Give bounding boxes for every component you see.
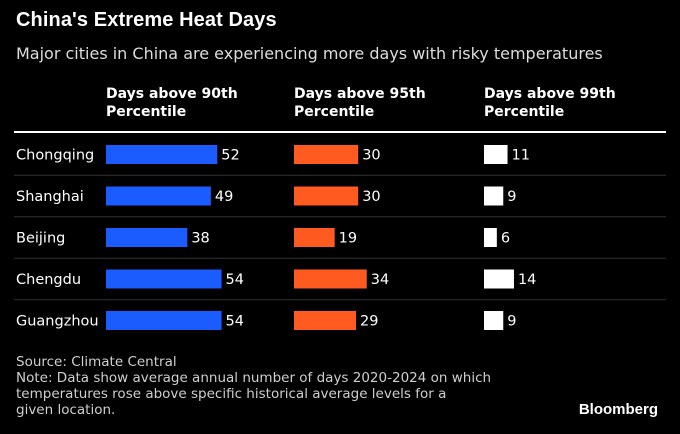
- data-label-99th-shanghai: 9: [507, 189, 516, 205]
- data-label-95th-beijing: 19: [339, 231, 357, 247]
- chart-footer: Source: Climate Central Note: Data show …: [16, 354, 496, 418]
- column-header-90th: Days above 90th Percentile: [106, 86, 238, 120]
- methodology-note-line-3: given location.: [16, 402, 116, 418]
- source-note: Source: Climate Central: [16, 354, 177, 370]
- bar-90th-chongqing: [106, 145, 218, 164]
- bar-90th-guangzhou: [106, 311, 222, 330]
- data-label-90th-beijing: 38: [191, 231, 209, 247]
- data-label-95th-chengdu: 34: [371, 272, 389, 288]
- bar-95th-shanghai: [294, 186, 359, 206]
- data-label-95th-shanghai: 30: [362, 189, 380, 205]
- bar-99th-chongqing: [484, 145, 508, 164]
- bar-99th-guangzhou: [484, 311, 504, 330]
- data-label-99th-chengdu: 14: [518, 272, 536, 288]
- bar-99th-beijing: [484, 228, 497, 247]
- bar-95th-guangzhou: [294, 311, 357, 330]
- data-label-90th-chongqing: 52: [221, 148, 239, 164]
- category-label-shanghai: Shanghai: [16, 189, 84, 205]
- data-label-90th-guangzhou: 54: [226, 314, 244, 330]
- data-label-99th-guangzhou: 9: [507, 314, 516, 330]
- data-label-95th-chongqing: 30: [362, 148, 380, 164]
- bar-chart: Chongqing 52 30 11 Shanghai 49 30 9 Beijing 38 19 6…: [14, 131, 666, 330]
- column-header-99th: Days above 99th Percentile: [484, 86, 616, 120]
- category-label-chengdu: Chengdu: [16, 272, 81, 288]
- methodology-note-line-1: Note: Data show average annual number of…: [16, 370, 492, 386]
- bloomberg-logo: Bloomberg: [578, 401, 658, 418]
- data-label-99th-beijing: 6: [501, 231, 510, 247]
- bar-95th-chongqing: [294, 145, 359, 164]
- methodology-note-line-2: temperatures rose above specific histori…: [16, 386, 447, 402]
- category-label-beijing: Beijing: [16, 231, 65, 247]
- bar-90th-shanghai: [106, 186, 211, 206]
- category-label-guangzhou: Guangzhou: [16, 314, 99, 330]
- data-label-90th-chengdu: 54: [226, 272, 244, 288]
- column-header-95th: Days above 95th Percentile: [294, 86, 426, 120]
- chart-title: China's Extreme Heat Days: [16, 9, 277, 31]
- bar-99th-shanghai: [484, 186, 504, 206]
- data-label-99th-chongqing: 11: [512, 148, 530, 164]
- bar-90th-chengdu: [106, 269, 222, 289]
- bar-90th-beijing: [106, 228, 188, 247]
- category-label-chongqing: Chongqing: [16, 148, 94, 164]
- bar-95th-chengdu: [294, 269, 367, 289]
- chart-subtitle: Major cities in China are experiencing m…: [16, 44, 603, 63]
- bar-99th-chengdu: [484, 269, 514, 289]
- data-label-90th-shanghai: 49: [215, 189, 233, 205]
- data-label-95th-guangzhou: 29: [360, 314, 378, 330]
- bar-95th-beijing: [294, 228, 335, 247]
